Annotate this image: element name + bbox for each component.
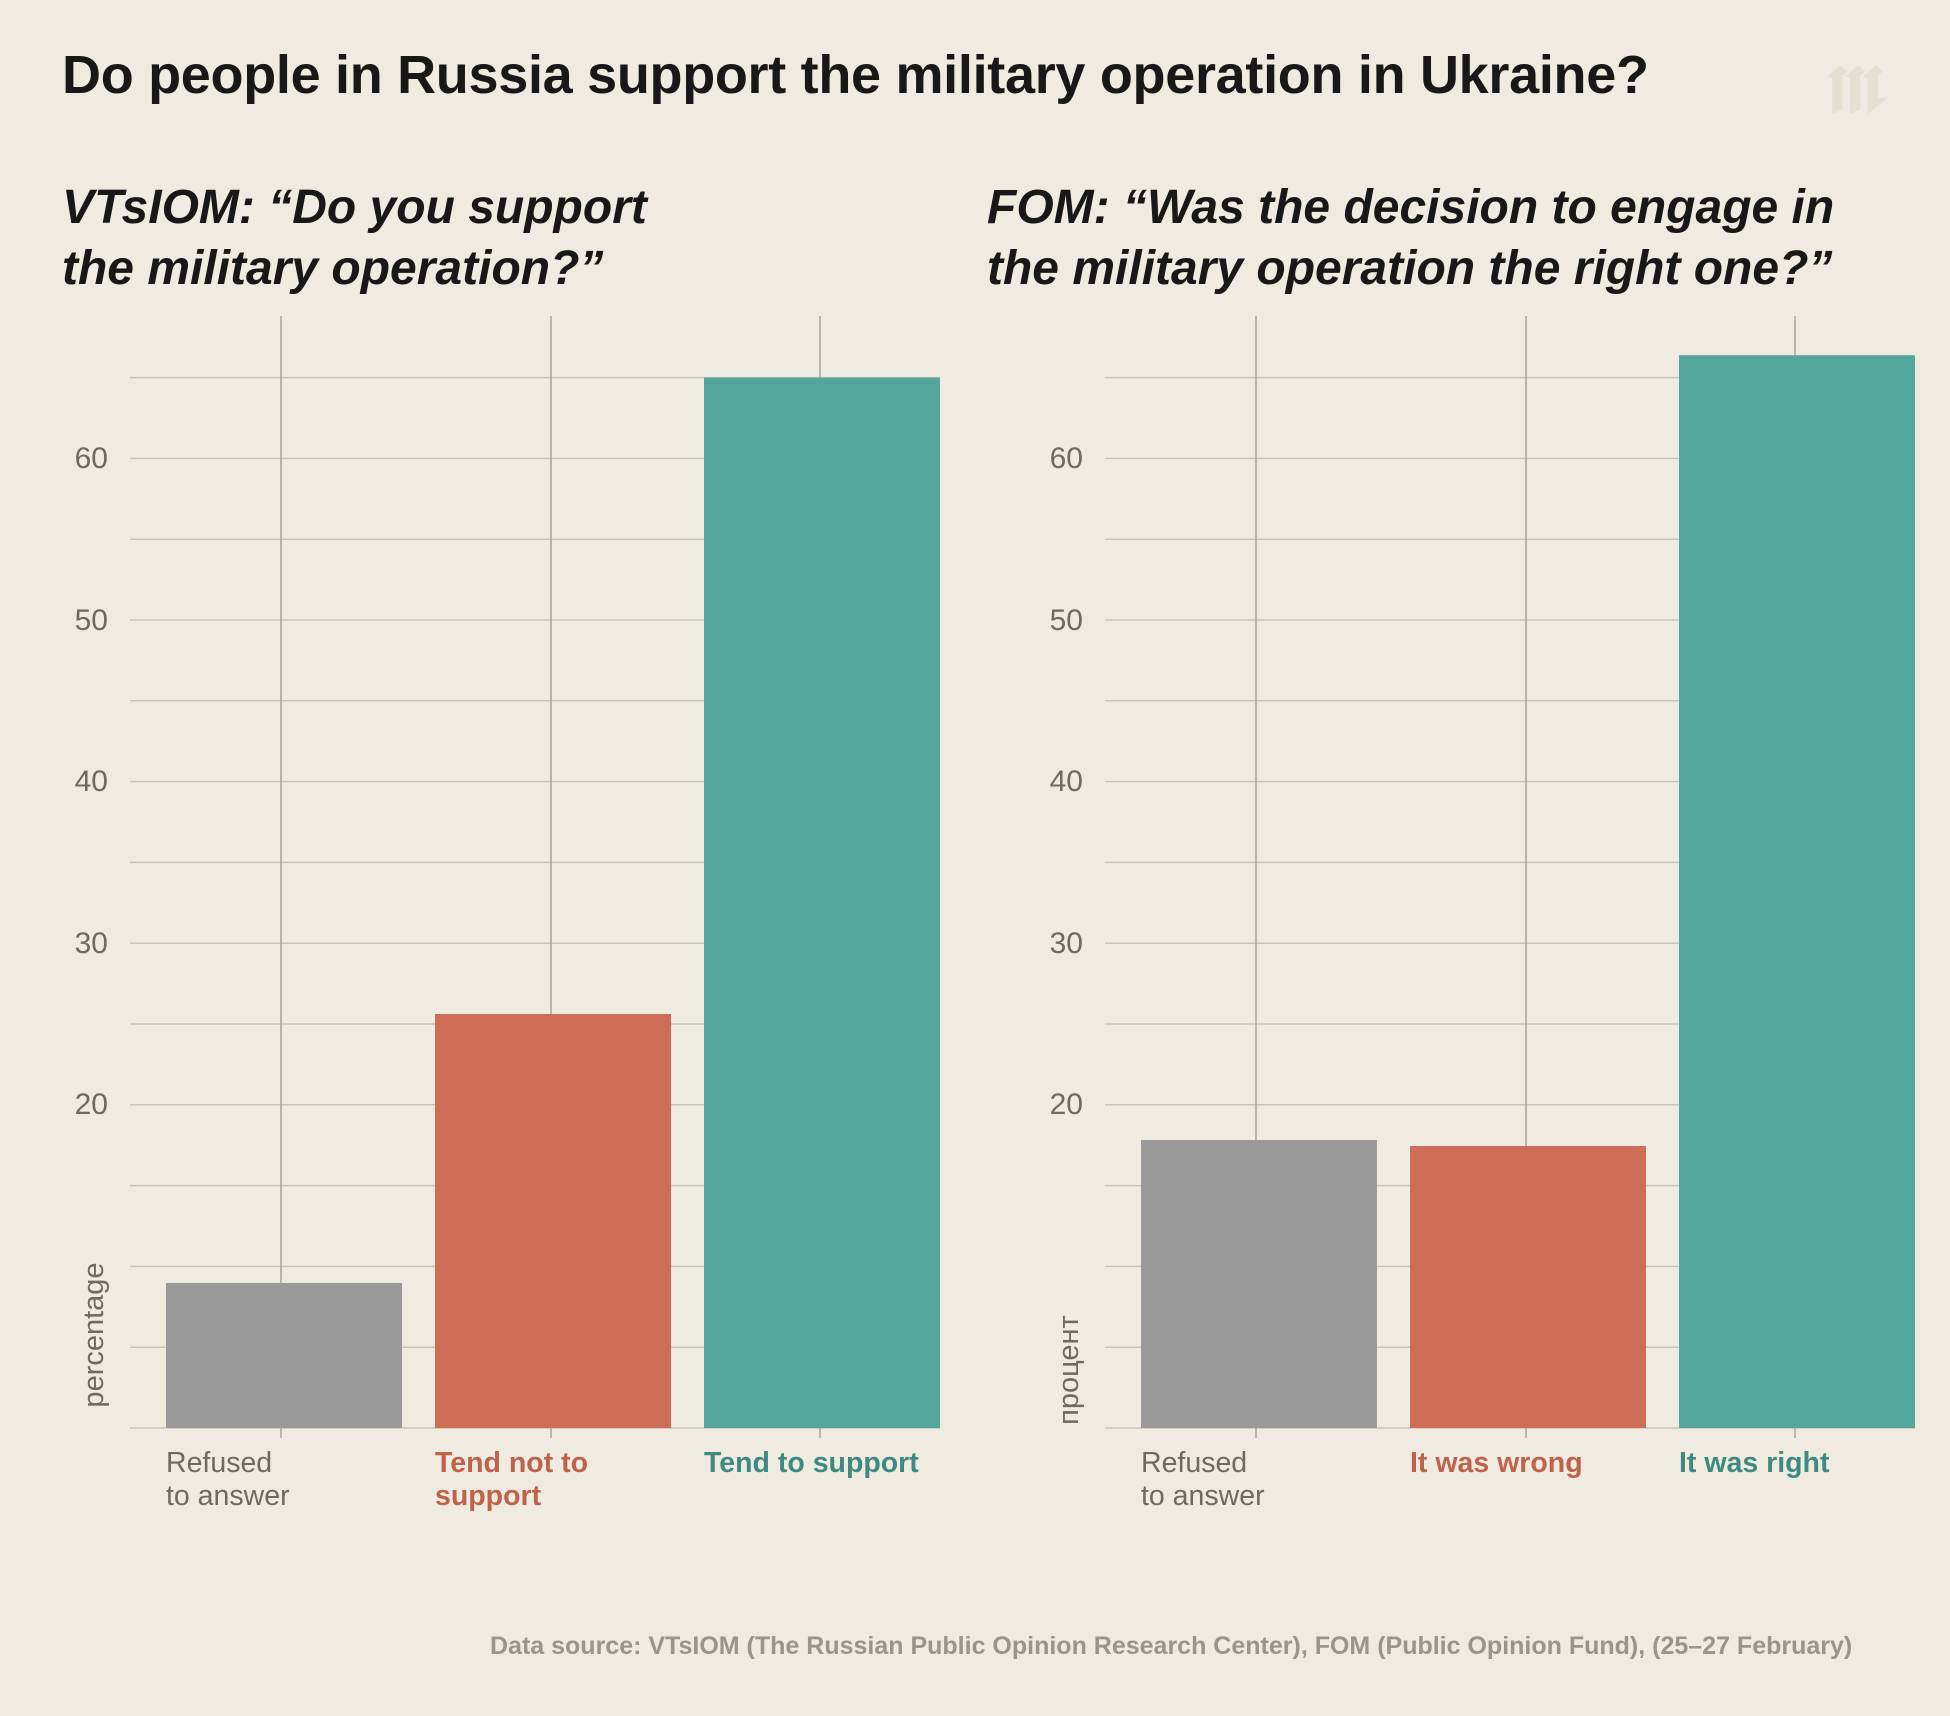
svg-text:30: 30 xyxy=(75,927,108,960)
svg-text:Tend not to: Tend not to xyxy=(435,1447,588,1479)
svg-text:50: 50 xyxy=(1050,604,1083,637)
svg-text:40: 40 xyxy=(1050,765,1083,798)
svg-text:to answer: to answer xyxy=(1141,1480,1265,1512)
svg-text:20: 20 xyxy=(1050,1088,1083,1121)
svg-text:Refused: Refused xyxy=(1141,1447,1247,1479)
svg-text:Tend to support: Tend to support xyxy=(704,1447,919,1479)
svg-text:Refused: Refused xyxy=(166,1447,272,1479)
svg-text:50: 50 xyxy=(75,604,108,637)
svg-text:to answer: to answer xyxy=(166,1480,290,1512)
svg-text:It was right: It was right xyxy=(1679,1447,1830,1479)
svg-text:процент: процент xyxy=(1053,1315,1085,1425)
svg-text:60: 60 xyxy=(75,442,108,475)
svg-text:support: support xyxy=(435,1480,542,1512)
svg-text:40: 40 xyxy=(75,765,108,798)
svg-text:20: 20 xyxy=(75,1088,108,1121)
svg-text:60: 60 xyxy=(1050,442,1083,475)
svg-text:It was wrong: It was wrong xyxy=(1410,1447,1583,1479)
svg-text:percentage: percentage xyxy=(78,1262,110,1407)
svg-text:30: 30 xyxy=(1050,927,1083,960)
